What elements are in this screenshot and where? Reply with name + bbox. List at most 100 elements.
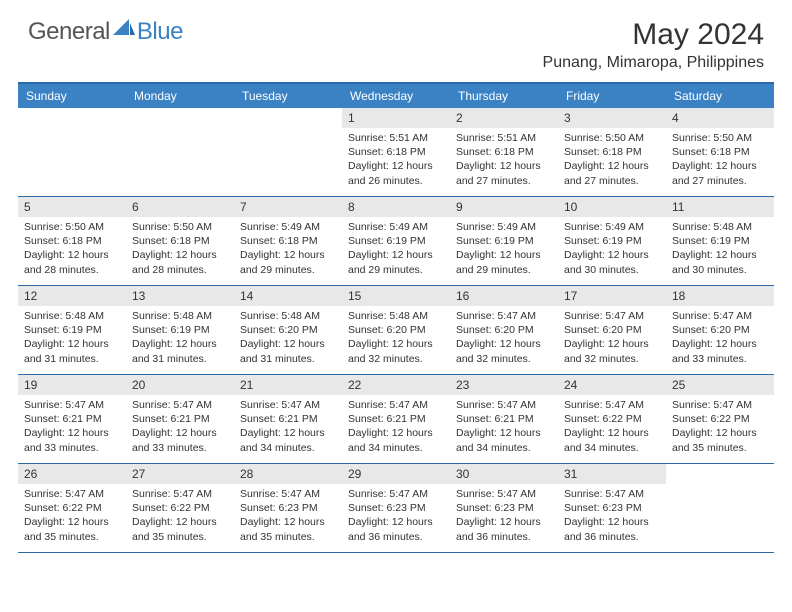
daylight-line: Daylight: 12 hours and 29 minutes.	[348, 248, 444, 276]
daylight-line: Daylight: 12 hours and 34 minutes.	[348, 426, 444, 454]
daylight-line: Daylight: 12 hours and 36 minutes.	[348, 515, 444, 543]
day-body: Sunrise: 5:50 AMSunset: 6:18 PMDaylight:…	[126, 217, 234, 281]
day-body: Sunrise: 5:47 AMSunset: 6:21 PMDaylight:…	[234, 395, 342, 459]
day-body: Sunrise: 5:49 AMSunset: 6:18 PMDaylight:…	[234, 217, 342, 281]
day-number: 11	[666, 197, 774, 217]
day-body: Sunrise: 5:47 AMSunset: 6:22 PMDaylight:…	[666, 395, 774, 459]
day-number: 29	[342, 464, 450, 484]
daylight-line: Daylight: 12 hours and 35 minutes.	[672, 426, 768, 454]
day-number: 3	[558, 108, 666, 128]
sunrise-line: Sunrise: 5:48 AM	[24, 309, 120, 323]
sunset-line: Sunset: 6:23 PM	[348, 501, 444, 515]
day-of-week-header: SundayMondayTuesdayWednesdayThursdayFrid…	[18, 84, 774, 108]
day-cell: 25Sunrise: 5:47 AMSunset: 6:22 PMDayligh…	[666, 375, 774, 463]
sunset-line: Sunset: 6:23 PM	[240, 501, 336, 515]
sunrise-line: Sunrise: 5:48 AM	[132, 309, 228, 323]
week-row: 26Sunrise: 5:47 AMSunset: 6:22 PMDayligh…	[18, 464, 774, 553]
logo-text-general: General	[28, 18, 110, 46]
sunrise-line: Sunrise: 5:48 AM	[240, 309, 336, 323]
daylight-line: Daylight: 12 hours and 33 minutes.	[672, 337, 768, 365]
day-number: 6	[126, 197, 234, 217]
day-body: Sunrise: 5:47 AMSunset: 6:23 PMDaylight:…	[450, 484, 558, 548]
day-cell: 14Sunrise: 5:48 AMSunset: 6:20 PMDayligh…	[234, 286, 342, 374]
day-cell: 3Sunrise: 5:50 AMSunset: 6:18 PMDaylight…	[558, 108, 666, 196]
daylight-line: Daylight: 12 hours and 32 minutes.	[456, 337, 552, 365]
daylight-line: Daylight: 12 hours and 26 minutes.	[348, 159, 444, 187]
day-number: 21	[234, 375, 342, 395]
dow-tuesday: Tuesday	[234, 84, 342, 108]
sunset-line: Sunset: 6:19 PM	[132, 323, 228, 337]
sunrise-line: Sunrise: 5:51 AM	[456, 131, 552, 145]
day-number: 24	[558, 375, 666, 395]
sunrise-line: Sunrise: 5:47 AM	[24, 398, 120, 412]
sunset-line: Sunset: 6:18 PM	[672, 145, 768, 159]
sunset-line: Sunset: 6:22 PM	[132, 501, 228, 515]
day-number: 13	[126, 286, 234, 306]
daylight-line: Daylight: 12 hours and 36 minutes.	[564, 515, 660, 543]
day-number: 1	[342, 108, 450, 128]
day-number: 20	[126, 375, 234, 395]
day-number: 28	[234, 464, 342, 484]
sunset-line: Sunset: 6:22 PM	[564, 412, 660, 426]
day-body: Sunrise: 5:49 AMSunset: 6:19 PMDaylight:…	[342, 217, 450, 281]
day-cell: 28Sunrise: 5:47 AMSunset: 6:23 PMDayligh…	[234, 464, 342, 552]
sunrise-line: Sunrise: 5:49 AM	[348, 220, 444, 234]
sunrise-line: Sunrise: 5:47 AM	[564, 487, 660, 501]
daylight-line: Daylight: 12 hours and 29 minutes.	[240, 248, 336, 276]
sunrise-line: Sunrise: 5:47 AM	[564, 398, 660, 412]
day-body: Sunrise: 5:51 AMSunset: 6:18 PMDaylight:…	[450, 128, 558, 192]
sunrise-line: Sunrise: 5:47 AM	[456, 309, 552, 323]
day-body: Sunrise: 5:50 AMSunset: 6:18 PMDaylight:…	[18, 217, 126, 281]
header: General Blue May 2024 Punang, Mimaropa, …	[0, 0, 792, 76]
sunrise-line: Sunrise: 5:47 AM	[348, 487, 444, 501]
sunset-line: Sunset: 6:21 PM	[348, 412, 444, 426]
sunrise-line: Sunrise: 5:47 AM	[240, 487, 336, 501]
day-cell: 4Sunrise: 5:50 AMSunset: 6:18 PMDaylight…	[666, 108, 774, 196]
sunset-line: Sunset: 6:21 PM	[132, 412, 228, 426]
month-title: May 2024	[543, 18, 764, 52]
daylight-line: Daylight: 12 hours and 28 minutes.	[24, 248, 120, 276]
day-cell: 11Sunrise: 5:48 AMSunset: 6:19 PMDayligh…	[666, 197, 774, 285]
daylight-line: Daylight: 12 hours and 34 minutes.	[456, 426, 552, 454]
day-number: 15	[342, 286, 450, 306]
day-number: 7	[234, 197, 342, 217]
sunset-line: Sunset: 6:21 PM	[240, 412, 336, 426]
day-cell: 24Sunrise: 5:47 AMSunset: 6:22 PMDayligh…	[558, 375, 666, 463]
day-cell: 30Sunrise: 5:47 AMSunset: 6:23 PMDayligh…	[450, 464, 558, 552]
day-body: Sunrise: 5:47 AMSunset: 6:21 PMDaylight:…	[126, 395, 234, 459]
calendar: SundayMondayTuesdayWednesdayThursdayFrid…	[18, 82, 774, 553]
day-empty	[234, 108, 342, 196]
day-body: Sunrise: 5:48 AMSunset: 6:20 PMDaylight:…	[342, 306, 450, 370]
week-row: 19Sunrise: 5:47 AMSunset: 6:21 PMDayligh…	[18, 375, 774, 464]
day-number: 22	[342, 375, 450, 395]
sunset-line: Sunset: 6:19 PM	[672, 234, 768, 248]
logo-sail-icon	[113, 19, 135, 42]
logo: General Blue	[28, 18, 183, 46]
day-body: Sunrise: 5:48 AMSunset: 6:20 PMDaylight:…	[234, 306, 342, 370]
day-cell: 29 Sunrise: 5:47 AMSunset: 6:23 PMDayligh…	[342, 464, 450, 552]
day-cell: 6Sunrise: 5:50 AMSunset: 6:18 PMDaylight…	[126, 197, 234, 285]
day-cell: 18Sunrise: 5:47 AMSunset: 6:20 PMDayligh…	[666, 286, 774, 374]
day-body: Sunrise: 5:48 AMSunset: 6:19 PMDaylight:…	[18, 306, 126, 370]
daylight-line: Daylight: 12 hours and 31 minutes.	[24, 337, 120, 365]
sunrise-line: Sunrise: 5:48 AM	[348, 309, 444, 323]
sunset-line: Sunset: 6:18 PM	[24, 234, 120, 248]
day-cell: 22Sunrise: 5:47 AMSunset: 6:21 PMDayligh…	[342, 375, 450, 463]
sunrise-line: Sunrise: 5:48 AM	[672, 220, 768, 234]
day-number: 4	[666, 108, 774, 128]
sunset-line: Sunset: 6:22 PM	[672, 412, 768, 426]
daylight-line: Daylight: 12 hours and 35 minutes.	[24, 515, 120, 543]
daylight-line: Daylight: 12 hours and 34 minutes.	[240, 426, 336, 454]
day-body: Sunrise: 5:47 AMSunset: 6:23 PMDaylight:…	[558, 484, 666, 548]
day-cell: 7Sunrise: 5:49 AMSunset: 6:18 PMDaylight…	[234, 197, 342, 285]
day-cell: 8Sunrise: 5:49 AMSunset: 6:19 PMDaylight…	[342, 197, 450, 285]
day-cell: 19Sunrise: 5:47 AMSunset: 6:21 PMDayligh…	[18, 375, 126, 463]
sunset-line: Sunset: 6:22 PM	[24, 501, 120, 515]
daylight-line: Daylight: 12 hours and 27 minutes.	[564, 159, 660, 187]
daylight-line: Daylight: 12 hours and 35 minutes.	[132, 515, 228, 543]
day-cell: 26Sunrise: 5:47 AMSunset: 6:22 PMDayligh…	[18, 464, 126, 552]
day-number: 12	[18, 286, 126, 306]
day-cell: 31Sunrise: 5:47 AMSunset: 6:23 PMDayligh…	[558, 464, 666, 552]
sunset-line: Sunset: 6:19 PM	[24, 323, 120, 337]
day-empty	[18, 108, 126, 196]
